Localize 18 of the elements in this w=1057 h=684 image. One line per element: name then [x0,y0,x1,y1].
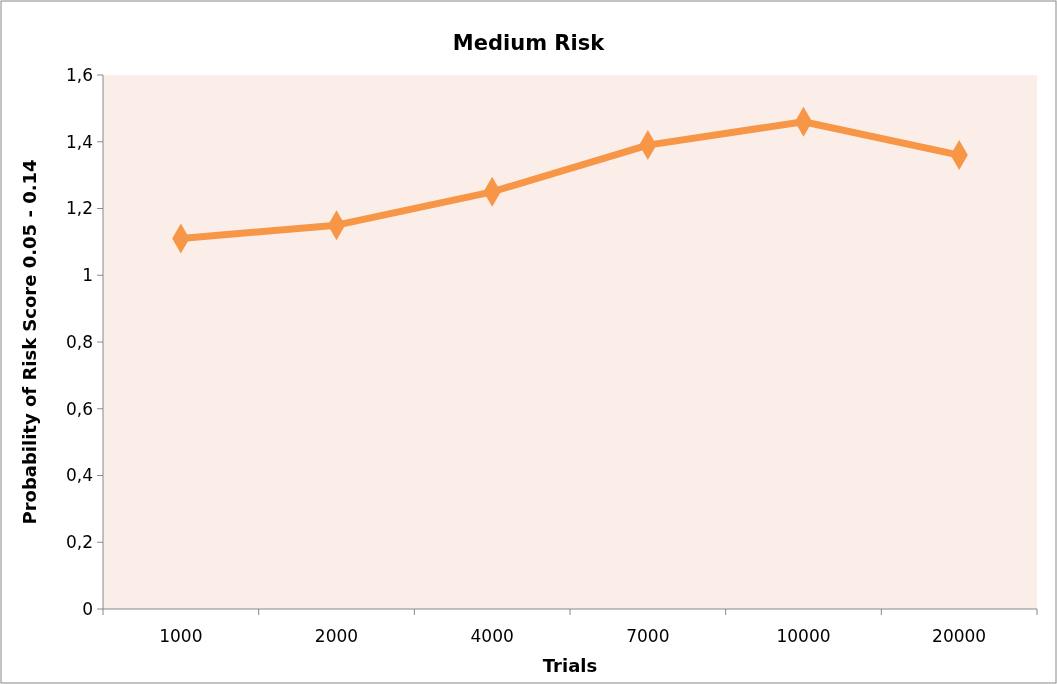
y-tick-label: 1,4 [65,131,93,152]
x-axis-title: Trials [542,655,598,676]
y-tick-label: 0,4 [65,465,93,486]
y-tick-label: 1,2 [65,198,93,219]
x-tick-label: 10000 [776,626,831,646]
x-tick-label: 1000 [159,626,203,646]
y-tick-label: 1 [82,265,93,286]
x-tick-label: 2000 [314,626,359,646]
y-tick-label: 1,6 [65,64,93,85]
chart-title: Medium Risk [452,31,606,55]
y-tick-label: 0,2 [65,532,93,553]
x-tick-label: 20000 [932,626,987,646]
x-tick-label: 4000 [470,626,514,646]
y-tick-label: 0,6 [65,398,93,419]
x-tick-label: 7000 [626,626,670,646]
y-axis-title: Probability of Risk Score 0.05 - 0.14 [19,159,40,525]
y-tick-label: 0 [82,598,93,619]
y-tick-label: 0,8 [65,331,93,352]
